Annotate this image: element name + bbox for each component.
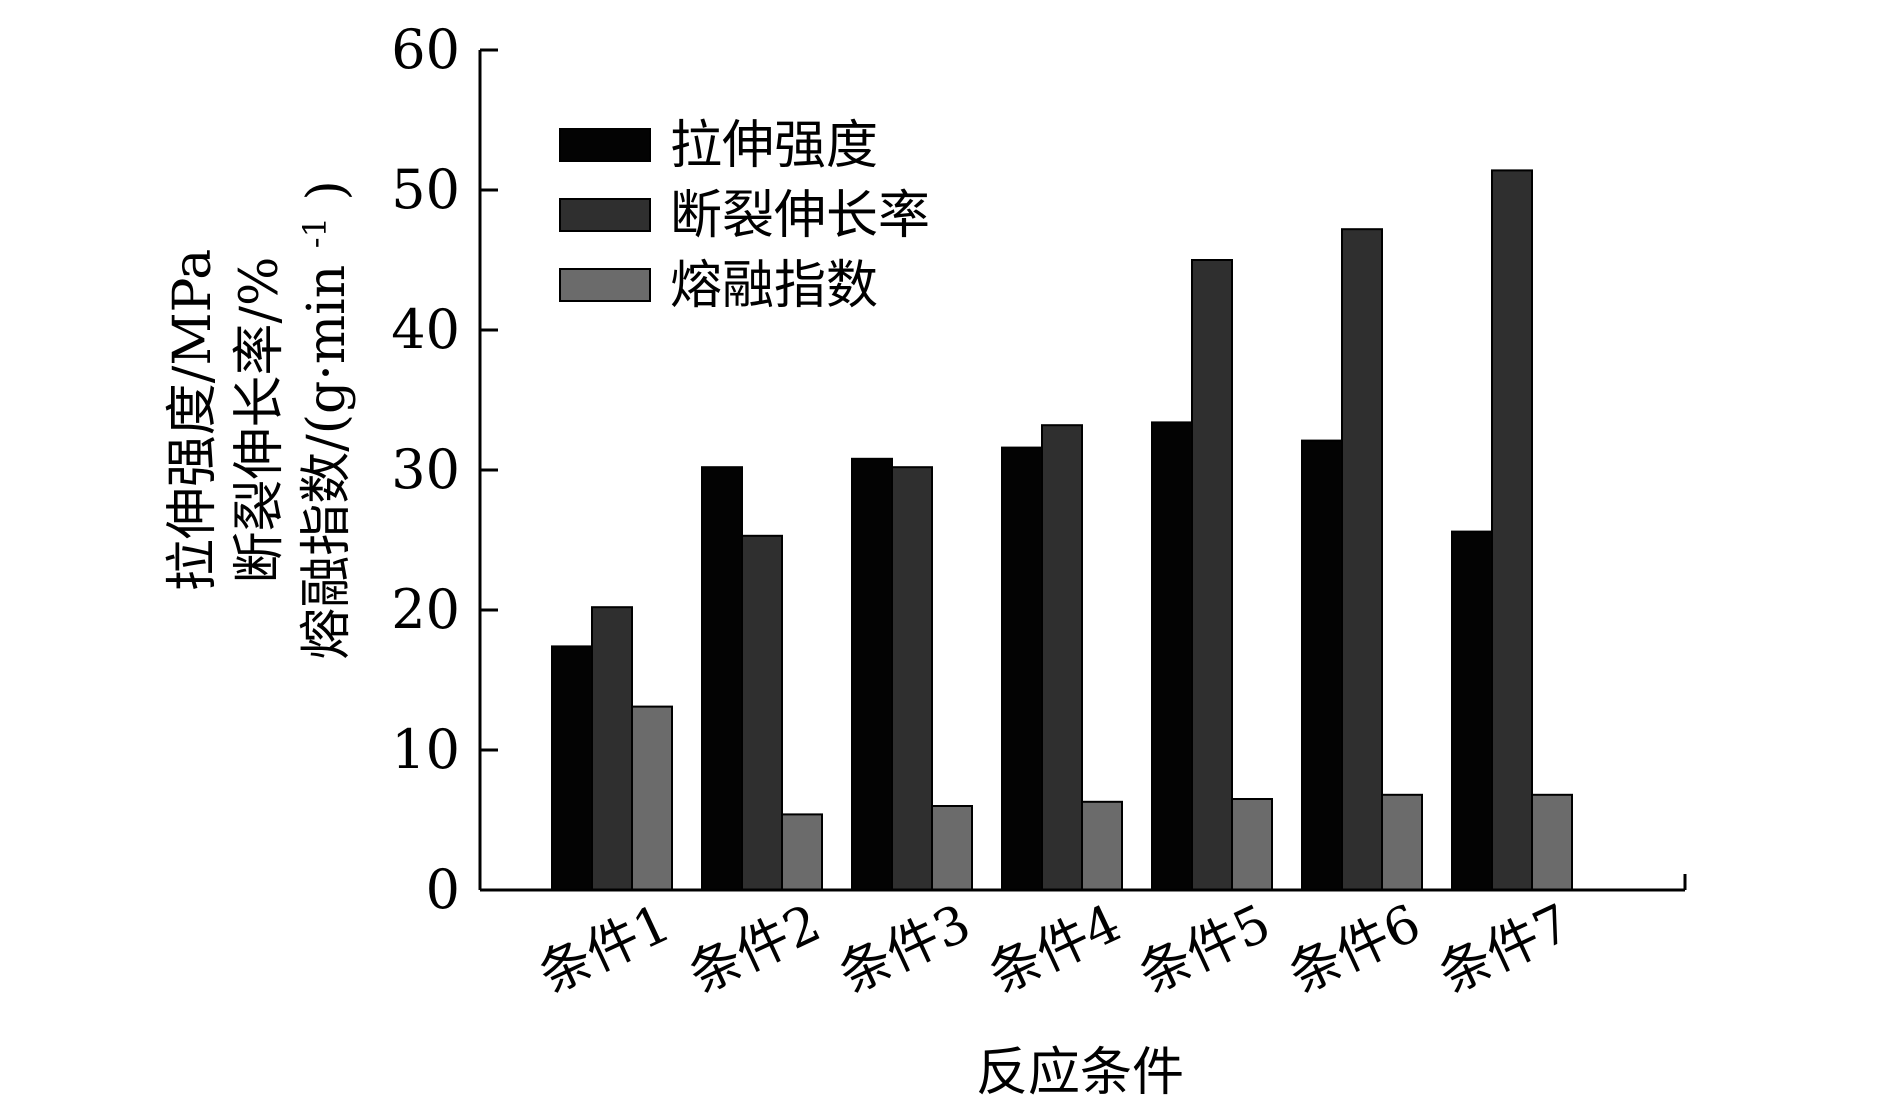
y-tick-label-50: 50	[391, 158, 460, 221]
bars-layer	[551, 169, 1573, 892]
y-axis-title-line-3-superscript: -1	[296, 217, 334, 248]
bar-2-3	[891, 466, 933, 891]
legend-swatch-2	[559, 198, 651, 232]
y-axis-title-line-3: 熔融指数/(g·min -1 )	[279, 180, 357, 660]
bar-1-7	[1451, 530, 1493, 891]
x-tick-label-5: 条件5	[1130, 893, 1280, 1005]
x-axis-title: 反应条件	[976, 1043, 1184, 1103]
legend-swatch-1	[559, 128, 651, 162]
y-axis-title-line-3-main: 熔融指数/(g·min	[297, 265, 357, 660]
bar-1-2	[701, 466, 743, 891]
axes-layer	[478, 48, 1687, 892]
x-tick-label-6: 条件6	[1280, 893, 1430, 1005]
bar-2-7	[1491, 169, 1533, 891]
bar-3-4	[1081, 800, 1123, 891]
legend-label-2: 断裂伸长率	[670, 186, 930, 246]
bar-3-7	[1531, 793, 1573, 891]
y-tick-label-40: 40	[391, 298, 460, 361]
bar-2-6	[1341, 228, 1383, 891]
bar-2-1	[591, 606, 633, 891]
x-tick-label-3: 条件3	[830, 893, 980, 1005]
bar-3-2	[781, 813, 823, 892]
bar-3-3	[931, 805, 973, 891]
bar-1-1	[551, 645, 593, 892]
bar-3-6	[1381, 793, 1423, 891]
y-tick-label-20: 20	[391, 578, 460, 641]
bar-2-4	[1041, 424, 1083, 891]
x-tick-label-2: 条件2	[680, 893, 830, 1005]
bar-1-3	[851, 457, 893, 891]
x-tick-label-4: 条件4	[980, 893, 1130, 1005]
bar-2-5	[1191, 259, 1233, 891]
y-tick-label-0: 0	[426, 858, 460, 921]
legend-label-1: 拉伸强度	[670, 116, 878, 176]
y-axis-title-line-3-close: )	[297, 180, 357, 200]
x-tick-label-7: 条件7	[1430, 893, 1580, 1005]
y-tick-label-60: 60	[391, 18, 460, 81]
y-axis-title-line-1: 拉伸强度/MPa	[163, 249, 223, 591]
x-tick-label-1: 条件1	[530, 893, 680, 1005]
bar-3-1	[631, 705, 673, 891]
legend-label-3: 熔融指数	[670, 256, 878, 316]
bar-2-2	[741, 534, 783, 891]
y-axis-title: 拉伸强度/MPa 断裂伸长率/% 熔融指数/(g·min -1 )	[163, 180, 357, 660]
bar-1-5	[1151, 421, 1193, 891]
legend-swatch-3	[559, 268, 651, 302]
bar-1-6	[1301, 439, 1343, 891]
y-tick-label-30: 30	[391, 438, 460, 501]
bar-1-4	[1001, 446, 1043, 891]
bar-3-5	[1231, 798, 1273, 891]
y-tick-label-10: 10	[391, 718, 460, 781]
y-axis-title-line-2: 断裂伸长率/%	[230, 257, 290, 584]
